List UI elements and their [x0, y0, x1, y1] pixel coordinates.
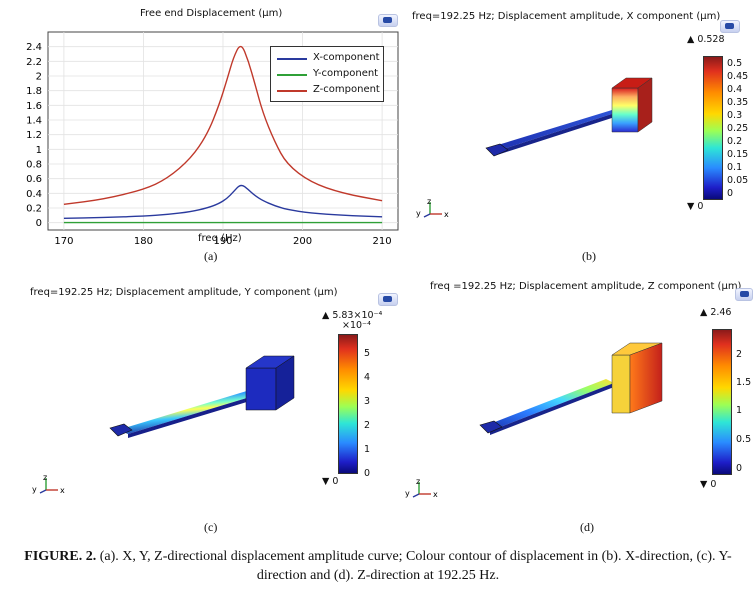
beam-side	[128, 394, 260, 438]
proof-mass-front	[611, 354, 631, 414]
x-tick-label: 180	[134, 236, 153, 247]
beam-top	[482, 379, 614, 431]
axes-triad-icon: y z x	[405, 478, 438, 499]
x-tick-label: 170	[54, 236, 73, 247]
y-tick-label: 2	[36, 72, 42, 83]
legend-line-y	[277, 74, 307, 76]
y-tick-label: 1.2	[26, 130, 42, 141]
beam-model-x	[485, 77, 653, 157]
beam-side	[494, 112, 618, 156]
legend-label-x: X-component	[313, 52, 380, 63]
x-tick-label: 210	[373, 236, 392, 247]
colorbar-ticks-x: 0.5 0.45 0.4 0.35 0.3 0.25 0.2 0.15 0.1 …	[727, 58, 749, 199]
figure-caption: FIGURE. 2. (a). X, Y, Z-directional disp…	[18, 547, 738, 585]
y-tick-label: 0.4	[26, 189, 42, 200]
axes-triad-icon: y z x	[416, 198, 449, 219]
y-tick-label: 2.4	[26, 42, 42, 53]
svg-text:z: z	[427, 198, 431, 206]
y-tick-label: 0	[36, 218, 42, 229]
colorbar-min: ▼ 0	[687, 201, 704, 212]
y-tick-label: 1.6	[26, 101, 42, 112]
series-line-z-component	[63, 45, 383, 205]
colorbar-max: ▲ 0.528	[687, 34, 725, 45]
svg-text:y: y	[416, 209, 421, 218]
y-tick-label: 0.6	[26, 174, 42, 185]
panel-a-label: (a)	[204, 249, 218, 263]
legend-line-z	[277, 90, 307, 92]
series-line-x-component	[63, 184, 383, 219]
panel-d-title: freq =192.25 Hz; Displacement amplitude,…	[430, 281, 742, 292]
beam-model-z	[479, 342, 663, 435]
legend-label-z: Z-component	[313, 84, 380, 95]
panel-b-label: (b)	[582, 249, 596, 263]
y-tick-label: 0.8	[26, 160, 42, 171]
colorbar-ticks-y: 5 4 3 2 1 0	[364, 348, 371, 479]
colorbar-max: ▲ 2.46	[700, 307, 732, 318]
panel-c-title: freq=192.25 Hz; Displacement amplitude, …	[30, 287, 338, 298]
y-tick-label: 1.4	[26, 116, 42, 127]
x-tick-label: 190	[213, 236, 232, 247]
beam-model-y	[109, 355, 295, 438]
panel-d-label: (d)	[580, 520, 594, 534]
fixed-end-block	[109, 423, 133, 437]
legend-label-y: Y-component	[313, 68, 379, 79]
fixed-end-block	[485, 143, 509, 157]
beam-top	[488, 110, 618, 152]
svg-text:y: y	[405, 489, 410, 498]
camera-icon[interactable]	[720, 20, 740, 33]
proof-mass-front	[245, 367, 277, 411]
y-tick-label: 0.2	[26, 204, 42, 215]
camera-icon[interactable]	[735, 288, 753, 301]
beam-top	[118, 390, 260, 434]
beam-side	[490, 383, 614, 435]
x-axis-label: freq (Hz)	[198, 233, 242, 244]
camera-icon[interactable]	[378, 14, 398, 27]
x-tick-label: 200	[293, 236, 312, 247]
displacement-chart: 0 0.2 0.4 0.6 0.8 1 1.2 1.4 1.6 1.8 2 2.2 2.4 170 180 1…	[26, 31, 399, 247]
colorbar-max: ▲ 5.83×10⁻⁴	[322, 310, 383, 321]
caption-text: (a). X, Y, Z-directional displacement am…	[96, 549, 732, 583]
colorbar-min: ▼ 0	[700, 479, 717, 490]
proof-mass-side	[275, 355, 295, 411]
svg-text:z: z	[416, 478, 420, 486]
y-tick-label: 2.2	[26, 57, 42, 68]
colorbar-z	[712, 329, 732, 475]
colorbar-multiplier: ×10⁻⁴	[342, 320, 371, 331]
colorbar-min: ▼ 0	[322, 476, 339, 487]
axes-triad-icon: y z x	[32, 474, 65, 495]
y-tick-label: 1	[36, 145, 42, 156]
camera-icon[interactable]	[378, 293, 398, 306]
caption-label: FIGURE. 2.	[24, 549, 97, 564]
fixed-end-block	[479, 420, 503, 434]
proof-mass-side	[637, 77, 653, 133]
colorbar-y	[338, 334, 358, 474]
panel-c-label: (c)	[204, 520, 218, 534]
chart-legend: X-component Y-component Z-component	[270, 46, 384, 102]
svg-text:z: z	[43, 474, 47, 482]
svg-text:y: y	[32, 485, 37, 494]
panel-b-title: freq=192.25 Hz; Displacement amplitude, …	[412, 11, 721, 22]
colorbar-x	[703, 56, 723, 200]
legend-line-x	[277, 58, 307, 60]
proof-mass-front	[611, 87, 639, 133]
plot-title: Free end Displacement (μm)	[140, 8, 283, 19]
proof-mass-side	[629, 342, 663, 414]
svg-text:x: x	[444, 210, 449, 219]
colorbar-ticks-z: 2 1.5 1 0.5 0	[736, 349, 752, 474]
y-tick-label: 1.8	[26, 86, 42, 97]
svg-text:x: x	[60, 486, 65, 495]
svg-text:x: x	[433, 490, 438, 499]
